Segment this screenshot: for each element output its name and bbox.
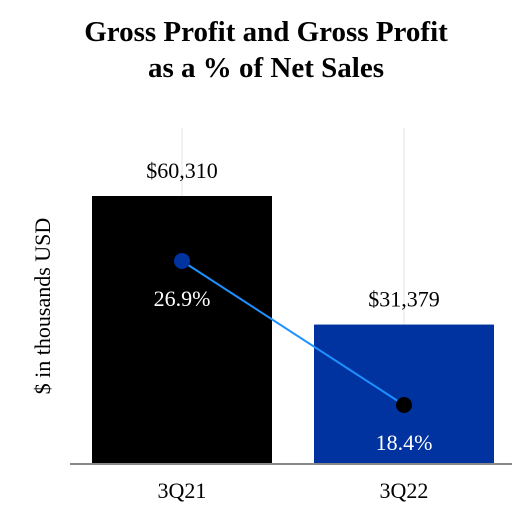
chart-title: Gross Profit and Gross Profit as a % of … [0, 14, 532, 86]
bar-value-label-3q21: $60,310 [146, 158, 218, 183]
chart-title-line-1: Gross Profit and Gross Profit [84, 16, 448, 48]
percent-line-segment [181, 260, 405, 406]
x-tick-label-3q22: 3Q22 [380, 478, 429, 503]
bar-3q21 [92, 196, 272, 464]
bar-3q22 [314, 324, 494, 464]
percent-label-3q21: 26.9% [154, 286, 211, 311]
percent-label-3q22: 18.4% [376, 430, 433, 455]
percent-line [174, 253, 412, 413]
chart-title-line-2: as a % of Net Sales [147, 52, 384, 84]
bars [92, 196, 494, 464]
percent-marker-3q22 [396, 397, 412, 413]
percent-marker-3q21 [174, 253, 190, 269]
labels: $60,310 3Q21 $31,379 3Q22 26.9% 18.4% [146, 158, 440, 503]
x-tick-label-3q21: 3Q21 [158, 478, 207, 503]
y-axis-label: $ in thousands USD [30, 218, 55, 395]
bar-value-label-3q22: $31,379 [368, 287, 440, 312]
